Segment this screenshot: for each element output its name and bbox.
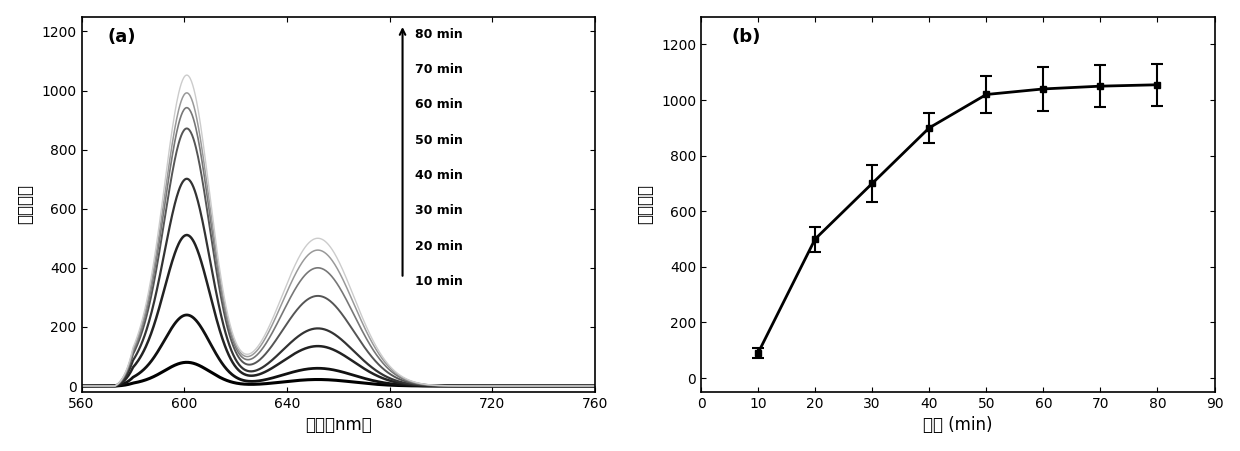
Text: (a): (a) [108, 28, 135, 46]
Y-axis label: 荧光强度: 荧光强度 [16, 184, 35, 224]
Text: 40 min: 40 min [415, 169, 464, 182]
Text: 60 min: 60 min [415, 98, 463, 111]
Text: 80 min: 80 min [415, 28, 463, 41]
Text: 20 min: 20 min [415, 239, 464, 253]
Text: 10 min: 10 min [415, 275, 464, 288]
Text: 50 min: 50 min [415, 134, 464, 147]
X-axis label: 波长（nm）: 波长（nm） [305, 416, 372, 434]
Text: 70 min: 70 min [415, 63, 464, 76]
Text: (b): (b) [732, 28, 761, 46]
Text: 30 min: 30 min [415, 204, 463, 217]
Y-axis label: 荧光强度: 荧光强度 [636, 184, 653, 224]
X-axis label: 时间 (min): 时间 (min) [923, 416, 992, 434]
